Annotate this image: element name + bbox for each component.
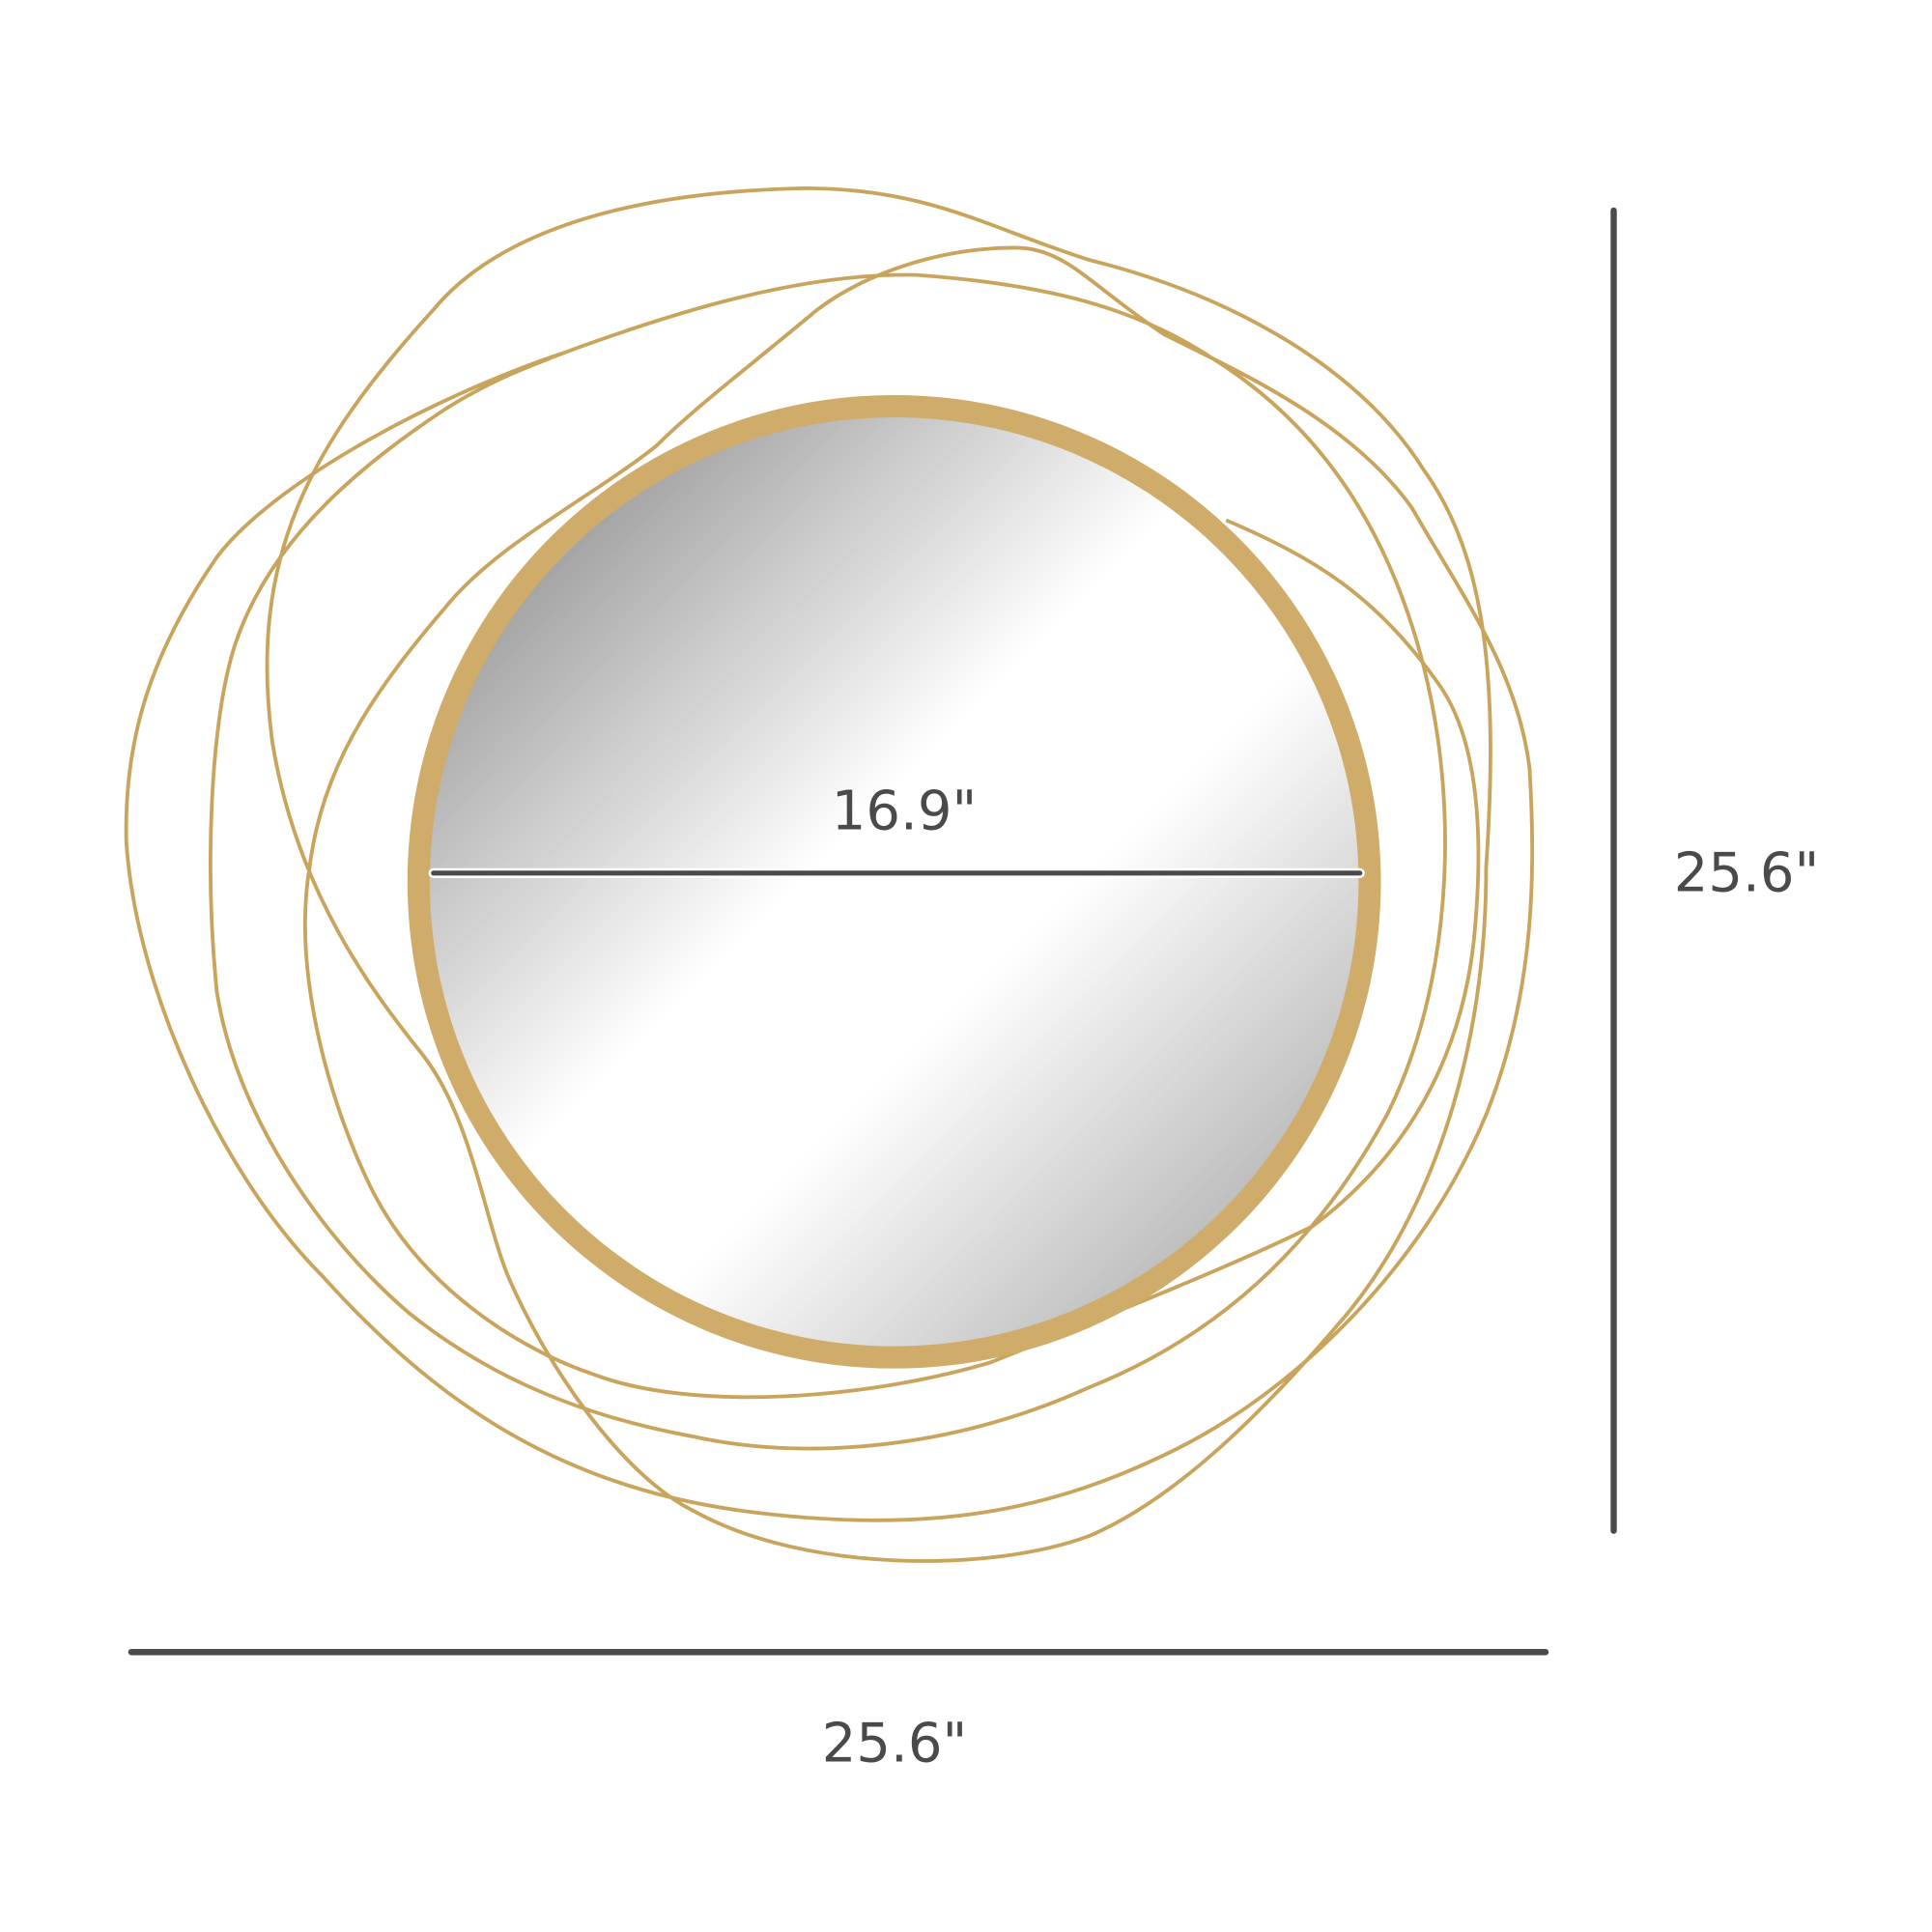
wire-loop (265, 185, 1492, 1563)
diameter-label: 16.9" (831, 780, 978, 843)
wire-loop (209, 272, 1447, 1451)
width-label: 25.6" (821, 1712, 968, 1776)
height-label: 25.6" (1673, 841, 1820, 905)
mirror-glass (429, 417, 1359, 1347)
